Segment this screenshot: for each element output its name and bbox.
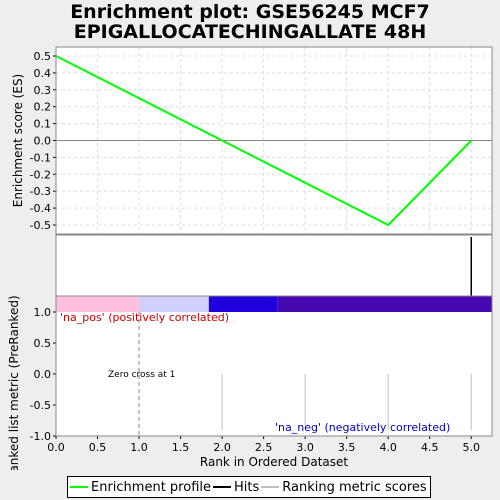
positive-correlation-label: 'na_pos' (positively correlated) — [60, 311, 229, 324]
es-y-tick-label: -0.4 — [30, 202, 51, 215]
ranked-y-axis-label: Ranked list metric (PreRanked) — [7, 295, 21, 470]
chart-title-line-2: EPIGALLOCATECHINGALLATE 48H — [73, 21, 427, 43]
legend-swatch-hits — [213, 486, 231, 488]
heat-band-segment — [139, 296, 209, 312]
legend-label-enrichment: Enrichment profile — [91, 479, 211, 495]
legend: Enrichment profile Hits Ranking metric s… — [67, 476, 431, 498]
x-axis-label: Rank in Ordered Dataset — [200, 455, 348, 469]
legend-item-enrichment-profile: Enrichment profile — [70, 480, 211, 495]
zero-cross-label: Zero cross at 1 — [108, 370, 175, 380]
ranked-y-tick-label: -1.0 — [30, 430, 51, 443]
es-y-tick-label: 0.0 — [34, 135, 52, 148]
x-tick-label: 2.5 — [255, 441, 273, 454]
ranked-y-tick-label: 0.5 — [34, 337, 52, 350]
heat-band-segment — [277, 296, 492, 312]
legend-swatch-enrichment — [70, 486, 88, 488]
legend-item-hits: Hits — [213, 480, 259, 495]
x-tick-label: 0.5 — [89, 441, 107, 454]
heat-band-segment — [208, 296, 278, 312]
x-tick-label: 3.0 — [296, 441, 314, 454]
ranked-plot-border — [55, 295, 493, 437]
enrichment-figure: 0.5 0.4 0.3 0.2 0.1 0.0 -0.1 -0.2 -0.3 -0.4 -0.5 En… — [7, 46, 493, 470]
ranked-plot-area — [56, 296, 492, 436]
heat-band-segment — [56, 296, 140, 312]
legend-item-ranking-metric: Ranking metric scores — [261, 479, 427, 495]
legend-label-ranking: Ranking metric scores — [282, 479, 427, 495]
x-tick-label: 2.0 — [213, 441, 231, 454]
es-y-tick-label: 0.4 — [34, 67, 52, 80]
legend-swatch-ranking — [261, 486, 280, 488]
x-tick-label: 4.5 — [421, 441, 439, 454]
x-tick-label: 3.5 — [338, 441, 356, 454]
ranked-y-tick-label: 0.0 — [34, 368, 52, 381]
x-tick-label: 4.0 — [379, 441, 397, 454]
x-tick-label: 1.0 — [130, 441, 148, 454]
x-tick-label: 5.0 — [462, 441, 480, 454]
negative-correlation-label: 'na_neg' (negatively correlated) — [275, 421, 450, 434]
es-y-tick-label: -0.3 — [30, 185, 51, 198]
ranked-y-tick-label: 1.0 — [34, 306, 52, 319]
es-y-tick-label: 0.1 — [34, 118, 52, 131]
es-plot-border — [55, 46, 493, 235]
chart-title: Enrichment plot: GSE56245 MCF7 EPIGALLOC… — [0, 2, 500, 42]
hits-panel — [55, 234, 493, 297]
es-y-tick-label: 0.2 — [34, 101, 52, 114]
x-tick-label: 0.0 — [47, 441, 65, 454]
ranked-y-tick-label: -0.5 — [30, 399, 51, 412]
chart-title-line-1: Enrichment plot: GSE56245 MCF7 — [70, 1, 430, 23]
es-y-tick-label: 0.5 — [34, 50, 52, 63]
enrichment-profile-line — [55, 55, 472, 227]
es-y-tick-label: -0.5 — [30, 219, 51, 232]
legend-label-hits: Hits — [234, 479, 260, 495]
x-tick-label: 1.5 — [172, 441, 190, 454]
es-y-tick-label: 0.3 — [34, 84, 52, 97]
es-y-tick-label: -0.2 — [30, 168, 51, 181]
es-y-tick-label: -0.1 — [30, 151, 51, 164]
es-y-axis-label: Enrichment score (ES) — [11, 74, 25, 207]
